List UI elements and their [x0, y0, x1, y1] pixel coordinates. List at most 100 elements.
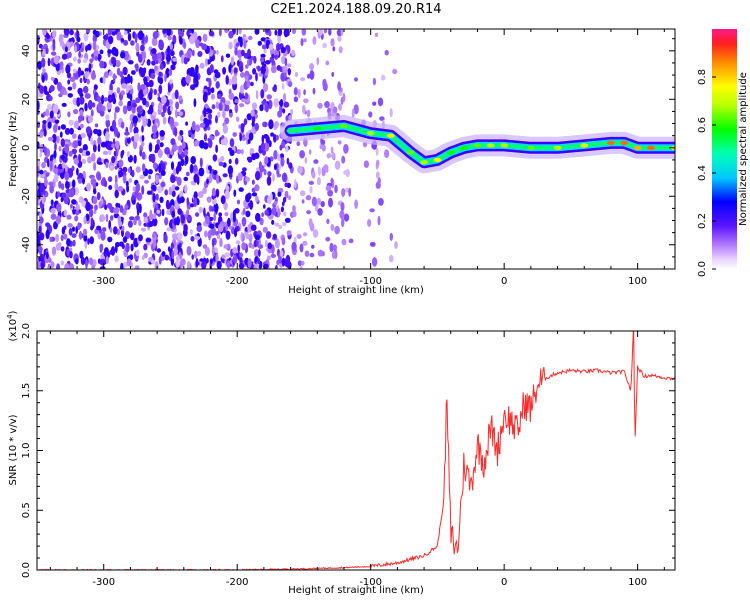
noise-speckle [214, 247, 218, 254]
y-multiplier: (x104) [6, 310, 19, 341]
noise-speckle [375, 147, 379, 156]
noise-speckle [257, 40, 262, 46]
noise-speckle [206, 178, 210, 184]
noise-speckle [224, 212, 229, 217]
noise-speckle [239, 84, 244, 94]
noise-speckle [223, 201, 228, 211]
noise-speckle [101, 105, 106, 112]
noise-speckle [343, 213, 350, 222]
noise-speckle [138, 219, 142, 226]
noise-speckle [78, 51, 81, 58]
noise-speckle [224, 117, 230, 125]
noise-speckle [323, 164, 329, 173]
noise-speckle [108, 185, 113, 190]
noise-speckle [215, 115, 218, 124]
noise-speckle [105, 161, 109, 169]
noise-speckle [255, 195, 259, 203]
noise-speckle [122, 174, 127, 184]
noise-speckle [170, 242, 175, 250]
noise-speckle [256, 240, 259, 247]
noise-speckle [302, 104, 306, 114]
noise-speckle [118, 100, 123, 107]
noise-speckle [154, 65, 158, 71]
noise-speckle [84, 71, 89, 79]
noise-speckle [202, 187, 207, 195]
noise-speckle [141, 151, 146, 160]
noise-speckle [181, 76, 187, 87]
noise-speckle [345, 169, 350, 178]
noise-speckle [113, 213, 120, 219]
noise-speckle [293, 178, 297, 189]
noise-speckle [157, 102, 163, 111]
noise-speckle [156, 248, 162, 253]
noise-speckle [98, 201, 103, 209]
noise-speckle [84, 239, 88, 249]
chart-title: C2E1.2024.188.09.20.R14 [270, 2, 442, 17]
noise-speckle [245, 193, 251, 203]
noise-speckle [282, 108, 286, 114]
noise-speckle [126, 138, 131, 144]
noise-speckle [267, 171, 272, 177]
noise-speckle [195, 64, 199, 73]
noise-speckle [171, 210, 175, 218]
top-y-axis-label: Frequency (Hz) [8, 111, 19, 187]
noise-speckle [190, 203, 195, 208]
noise-speckle [94, 204, 98, 211]
noise-speckle [285, 115, 289, 122]
noise-speckle [301, 199, 305, 204]
noise-speckle [50, 213, 57, 220]
noise-speckle [183, 224, 188, 232]
noise-speckle [111, 156, 116, 164]
noise-speckle [303, 89, 306, 96]
noise-speckle [243, 118, 248, 125]
noise-speckle [228, 92, 235, 100]
noise-speckle [211, 206, 215, 212]
noise-speckle [203, 117, 208, 123]
noise-speckle [56, 203, 62, 212]
noise-speckle [63, 225, 67, 230]
ridge-point [460, 145, 469, 150]
noise-speckle [108, 70, 113, 77]
noise-speckle [49, 110, 54, 119]
noise-speckle [316, 177, 321, 186]
noise-speckle [53, 55, 60, 65]
noise-speckle [225, 103, 230, 112]
bottom-x-axis: -300 -200 -100 0 100 [49, 331, 665, 588]
noise-speckle [148, 153, 154, 162]
noise-speckle [93, 84, 98, 90]
noise-speckle [265, 231, 272, 239]
noise-speckle [290, 108, 294, 115]
noise-speckle [219, 237, 223, 248]
noise-speckle [196, 250, 202, 257]
x-tick-label: 100 [628, 276, 647, 287]
noise-speckle [195, 39, 201, 49]
noise-speckle [254, 184, 260, 192]
noise-speckle [63, 196, 69, 205]
noise-speckle [199, 157, 203, 168]
noise-speckle [278, 224, 283, 229]
noise-speckle [224, 189, 230, 200]
noise-speckle [375, 171, 380, 179]
noise-speckle [184, 155, 189, 165]
noise-speckle [60, 154, 66, 160]
noise-speckle [152, 232, 156, 239]
noise-speckle [157, 149, 163, 158]
noise-speckle [168, 68, 173, 76]
y-tick-label: 40 [21, 44, 32, 57]
noise-speckle [330, 38, 335, 47]
noise-speckle [39, 212, 43, 218]
noise-speckle [319, 144, 323, 150]
noise-speckle [74, 215, 79, 222]
signal-ridge [279, 115, 675, 174]
noise-speckle [184, 149, 189, 156]
noise-speckle [79, 77, 83, 84]
noise-speckle [341, 238, 347, 246]
noise-speckle [178, 242, 182, 249]
noise-speckle [154, 174, 160, 184]
noise-speckle [63, 233, 68, 240]
noise-speckle [105, 114, 110, 121]
colorbar-tick-label: 0.4 [697, 165, 708, 181]
noise-speckle [194, 72, 199, 83]
noise-speckle [76, 36, 81, 43]
noise-speckle [114, 165, 118, 170]
